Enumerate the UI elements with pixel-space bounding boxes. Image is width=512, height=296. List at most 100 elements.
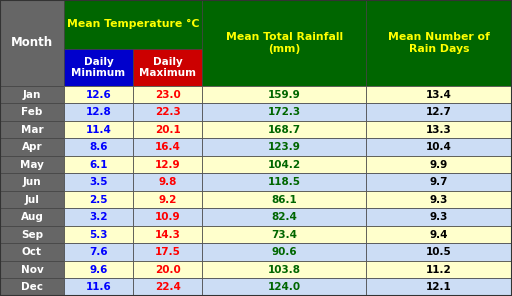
Bar — [64, 0, 202, 49]
Text: 20.1: 20.1 — [155, 125, 181, 135]
Text: Mean Temperature °C: Mean Temperature °C — [67, 19, 199, 30]
Text: 123.9: 123.9 — [268, 142, 301, 152]
Text: 16.4: 16.4 — [155, 142, 181, 152]
Bar — [64, 243, 133, 261]
Bar — [0, 121, 64, 138]
Bar — [133, 226, 202, 243]
Bar — [64, 103, 133, 121]
Bar — [133, 208, 202, 226]
Text: Month: Month — [11, 36, 53, 49]
Text: 9.9: 9.9 — [430, 160, 448, 170]
Text: 9.4: 9.4 — [430, 230, 449, 240]
Text: 86.1: 86.1 — [271, 195, 297, 205]
Text: 22.3: 22.3 — [155, 107, 181, 117]
Text: 10.9: 10.9 — [155, 212, 181, 222]
Bar — [0, 0, 64, 86]
Text: 103.8: 103.8 — [268, 265, 301, 275]
Bar — [202, 103, 366, 121]
Text: 12.7: 12.7 — [426, 107, 452, 117]
Text: 2.5: 2.5 — [89, 195, 108, 205]
Bar — [0, 191, 64, 208]
Bar — [64, 208, 133, 226]
Text: Sep: Sep — [21, 230, 43, 240]
Text: 104.2: 104.2 — [268, 160, 301, 170]
Text: 10.4: 10.4 — [426, 142, 452, 152]
Text: 5.3: 5.3 — [89, 230, 108, 240]
Bar — [0, 279, 64, 296]
Bar — [366, 191, 512, 208]
Text: 6.1: 6.1 — [89, 160, 108, 170]
Bar — [0, 261, 64, 279]
Text: 90.6: 90.6 — [271, 247, 297, 257]
Text: Nov: Nov — [20, 265, 44, 275]
Bar — [133, 173, 202, 191]
Text: 23.0: 23.0 — [155, 90, 181, 99]
Bar — [366, 208, 512, 226]
Bar — [202, 86, 366, 103]
Text: Oct: Oct — [22, 247, 42, 257]
Bar — [133, 138, 202, 156]
Bar — [202, 156, 366, 173]
Bar — [202, 279, 366, 296]
Bar — [366, 226, 512, 243]
Text: Mean Number of
Rain Days: Mean Number of Rain Days — [388, 32, 490, 54]
Text: Jun: Jun — [23, 177, 41, 187]
Text: Jan: Jan — [23, 90, 41, 99]
Text: Mar: Mar — [20, 125, 44, 135]
Text: Dec: Dec — [21, 282, 43, 292]
Text: 12.9: 12.9 — [155, 160, 181, 170]
Bar — [202, 261, 366, 279]
Text: 14.3: 14.3 — [155, 230, 181, 240]
Bar — [202, 173, 366, 191]
Bar — [366, 156, 512, 173]
Bar — [366, 103, 512, 121]
Bar — [0, 103, 64, 121]
Bar — [202, 121, 366, 138]
Bar — [64, 86, 133, 103]
Text: 9.3: 9.3 — [430, 212, 448, 222]
Text: 13.4: 13.4 — [426, 90, 452, 99]
Bar — [0, 226, 64, 243]
Bar — [202, 138, 366, 156]
Bar — [64, 49, 133, 86]
Bar — [202, 0, 366, 86]
Bar — [0, 208, 64, 226]
Text: 9.8: 9.8 — [159, 177, 177, 187]
Bar — [64, 138, 133, 156]
Bar — [133, 156, 202, 173]
Bar — [202, 191, 366, 208]
Bar — [202, 243, 366, 261]
Text: 12.8: 12.8 — [86, 107, 112, 117]
Bar — [202, 208, 366, 226]
Text: 3.2: 3.2 — [89, 212, 108, 222]
Bar — [133, 243, 202, 261]
Bar — [366, 261, 512, 279]
Text: 20.0: 20.0 — [155, 265, 181, 275]
Text: 118.5: 118.5 — [268, 177, 301, 187]
Text: Daily
Maximum: Daily Maximum — [139, 57, 196, 78]
Bar — [366, 243, 512, 261]
Bar — [64, 279, 133, 296]
Bar — [0, 243, 64, 261]
Bar — [133, 103, 202, 121]
Text: 9.2: 9.2 — [159, 195, 177, 205]
Bar — [64, 226, 133, 243]
Text: Mean Total Rainfall
(mm): Mean Total Rainfall (mm) — [226, 32, 343, 54]
Bar — [133, 279, 202, 296]
Bar — [133, 121, 202, 138]
Bar — [133, 261, 202, 279]
Text: 159.9: 159.9 — [268, 90, 301, 99]
Text: 82.4: 82.4 — [271, 212, 297, 222]
Text: 11.6: 11.6 — [86, 282, 112, 292]
Text: 3.5: 3.5 — [89, 177, 108, 187]
Bar — [0, 173, 64, 191]
Text: 168.7: 168.7 — [268, 125, 301, 135]
Text: Feb: Feb — [22, 107, 42, 117]
Text: Aug: Aug — [20, 212, 44, 222]
Bar — [64, 156, 133, 173]
Bar — [366, 0, 512, 86]
Bar — [133, 191, 202, 208]
Bar — [64, 261, 133, 279]
Text: 17.5: 17.5 — [155, 247, 181, 257]
Bar — [0, 86, 64, 103]
